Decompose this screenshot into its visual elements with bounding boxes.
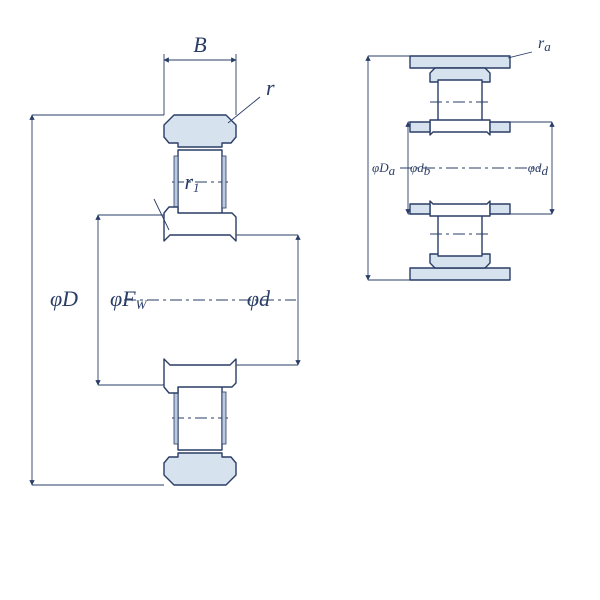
label-B: B (193, 32, 206, 57)
label-phidd: φdd (528, 160, 549, 178)
label-r: r (266, 75, 275, 100)
label-phiFw: φFW (110, 286, 148, 312)
label-phiD: φD (50, 286, 78, 311)
label-phid: φd (247, 286, 271, 311)
bearing-diagram: Brr1φDφFWφdraφDaφdbφdd (0, 0, 600, 600)
right-section: ra φDaφdb φdd (368, 35, 552, 280)
label-ra: ra (538, 35, 551, 54)
left-section: Brr1φDφFWφd (32, 32, 298, 485)
label-phidb: φdb (410, 160, 431, 178)
label-phiDa: φDa (372, 160, 396, 178)
